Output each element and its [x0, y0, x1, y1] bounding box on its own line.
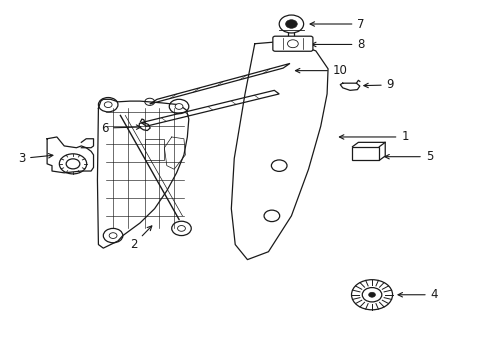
- Circle shape: [109, 233, 117, 238]
- Text: 1: 1: [340, 130, 409, 144]
- Text: 3: 3: [18, 152, 53, 165]
- Circle shape: [286, 20, 297, 28]
- Text: 6: 6: [100, 122, 141, 135]
- Text: 5: 5: [385, 150, 433, 163]
- Circle shape: [104, 102, 112, 108]
- Circle shape: [175, 104, 183, 109]
- Text: 8: 8: [312, 38, 365, 51]
- Circle shape: [279, 15, 304, 33]
- Circle shape: [177, 226, 185, 231]
- Text: 7: 7: [310, 18, 365, 31]
- Text: 10: 10: [295, 64, 348, 77]
- Text: 4: 4: [398, 288, 438, 301]
- Circle shape: [368, 292, 375, 297]
- Text: 2: 2: [130, 226, 152, 251]
- Text: 9: 9: [364, 78, 394, 91]
- FancyBboxPatch shape: [273, 36, 313, 51]
